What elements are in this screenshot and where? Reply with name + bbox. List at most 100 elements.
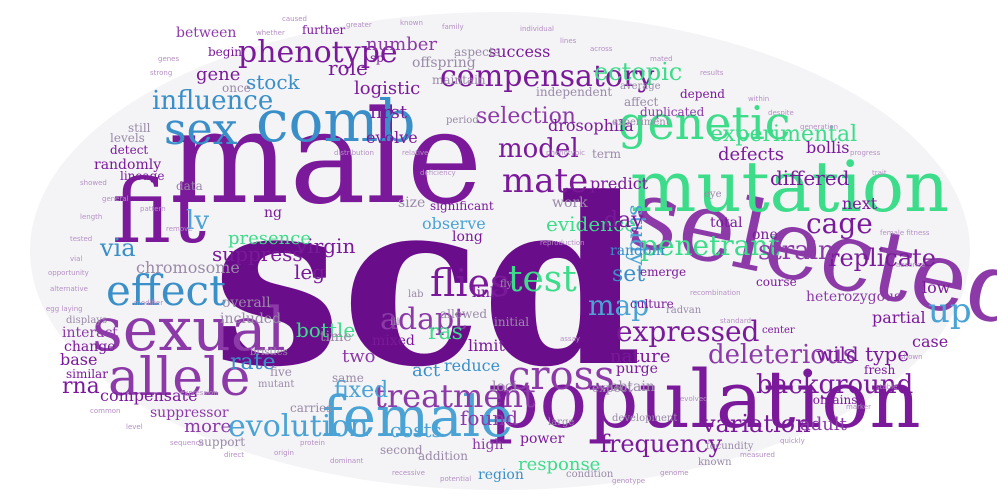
filler-word: assay [560,335,581,343]
filler-word: direct [224,451,245,459]
word-mutant: mutant [258,379,295,390]
word-culture: culture [630,297,674,311]
word-influence: influence [152,86,274,116]
word-experiment: experiment [612,117,670,128]
filler-word: generation [800,123,839,131]
word-evidence: evidence [546,212,637,236]
filler-word: distribution [334,149,374,157]
filler-word: evolved [680,395,708,403]
filler-word: length [80,213,103,221]
filler-word: common [90,407,121,415]
word-bollis: bollis [806,138,850,157]
filler-word: expression [180,389,218,397]
filler-word: level [126,423,143,431]
word-five: five [270,365,292,379]
filler-word: known [400,19,423,27]
word-response: response [518,454,601,475]
word-detect: detect [110,143,149,157]
filler-word: tested [70,235,93,243]
word-allele: allele [108,348,251,408]
word-drosophila: drosophila [548,116,634,135]
word-rate: rate [230,350,276,375]
word-role: role [328,56,368,80]
word-fit: fit [112,160,207,263]
word-set: set [612,262,646,287]
word-test: test [508,259,577,300]
word-mate: mate [502,161,589,201]
word-expect: expect [592,381,633,395]
word-contains: contains [806,393,858,407]
word-flies: flies [430,261,510,305]
word-reduce: reduce [444,356,501,375]
word-randomly: randomly [94,157,162,173]
filler-word: despite [768,109,794,117]
filler-word: measured [740,451,775,459]
word-eye: eye [704,189,722,200]
word-predict: predict [590,174,649,193]
word-power: power [520,431,565,447]
word-case: case [912,332,949,351]
word-penetrant: penetrant [640,229,780,262]
word-cage: cage [806,207,873,240]
word-leg: leg [294,260,326,284]
word-random: random [610,243,665,259]
word-wild-type: wild type [816,342,910,366]
word-first: first [370,102,408,123]
word-data: data [176,179,203,193]
word-radvan: radvan [666,305,702,316]
word-aspects: aspects [454,45,500,59]
filler-word: mated [650,55,673,63]
word-development: development [612,413,678,424]
word-evolve: evolve [366,128,418,147]
filler-word: reproduction [540,239,585,247]
word-low: low [922,278,951,297]
word-nature: nature [610,346,671,367]
word-lineage: lineage [120,169,165,183]
word-further: further [302,23,346,37]
filler-word: shown [900,353,923,361]
word-loci: loci [492,379,518,395]
word-center: center [762,325,795,336]
filler-word: recessive [392,469,425,477]
word-phenotype: phenotype [238,35,398,70]
word-total: total [710,215,743,231]
filler-word: lines [560,37,577,45]
word-comb: comb [256,87,416,155]
filler-word: sequence [170,439,204,447]
word-fecundity: fecundity [706,441,754,452]
word-bottle: bottle [296,318,356,342]
word-lab: lab [408,289,424,300]
word-ng: ng [264,205,282,221]
word-scd: scd [212,148,643,418]
word-sp: sp [370,51,384,65]
word-virgin: virgin [296,234,356,258]
word-cross: cross [508,353,615,399]
word-ectopic: ectopic [594,58,683,86]
word-work: work [552,195,588,211]
filler-word: protein [300,439,325,447]
filler-word: strong [150,69,173,77]
filler-word: opportunity [48,269,89,277]
word-via: via [100,234,136,262]
filler-word: deficiency [420,169,456,177]
word-interact: interact [62,325,118,341]
filler-word: alternative [50,285,88,293]
word-base: base [60,350,98,369]
word-female: female [322,385,514,450]
word-overall: overall [222,295,271,311]
filler-word: pattern [140,205,166,213]
filler-word: within [748,95,770,103]
word-costs: costs [390,418,442,442]
filler-word: phenotypic [546,149,586,157]
word-suppress: suppress [212,242,303,266]
word-displays: displays [66,315,108,326]
filler-word: general [102,195,129,203]
word-affect: affect [624,95,659,109]
word-obtain: obtain [610,379,655,395]
word-term: term [592,147,622,161]
word-experimental: experimental [710,122,858,147]
word-average: average [620,81,661,92]
word-heterozygous: heterozygous [806,289,902,305]
word-addition: addition [418,449,468,463]
word-expressed: expressed [616,315,760,348]
